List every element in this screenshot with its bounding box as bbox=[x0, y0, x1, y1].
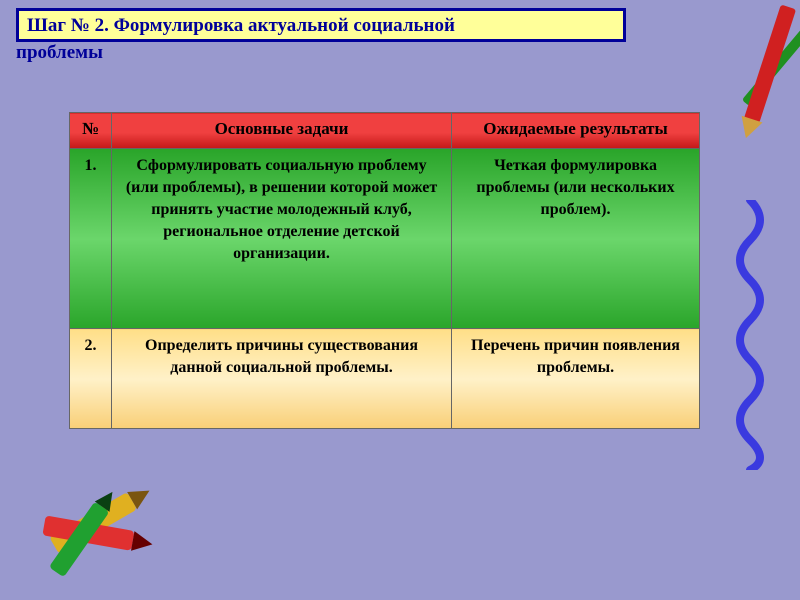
col-number: № bbox=[70, 113, 112, 149]
crayons-icon bbox=[30, 470, 170, 580]
cell-task: Сформулировать социальную проблему (или … bbox=[112, 149, 452, 329]
slide: Шаг № 2. Формулировка актуальной социаль… bbox=[0, 0, 800, 600]
cell-result: Четкая формулировка проблемы (или нескол… bbox=[452, 149, 700, 329]
red-pencil-icon bbox=[744, 4, 796, 123]
tasks-table: № Основные задачи Ожидаемые результаты 1… bbox=[69, 112, 700, 429]
table-row: 2. Определить причины существования данн… bbox=[70, 329, 700, 429]
squiggle-icon bbox=[730, 200, 770, 470]
title-line1: Шаг № 2. Формулировка актуальной социаль… bbox=[27, 15, 455, 36]
table-row: 1. Сформулировать социальную проблему (и… bbox=[70, 149, 700, 329]
col-tasks: Основные задачи bbox=[112, 113, 452, 149]
title-line2: проблемы bbox=[16, 42, 103, 64]
cell-result: Перечень причин появления проблемы. bbox=[452, 329, 700, 429]
cell-num: 1. bbox=[70, 149, 112, 329]
cell-num: 2. bbox=[70, 329, 112, 429]
table-header-row: № Основные задачи Ожидаемые результаты bbox=[70, 113, 700, 149]
col-results: Ожидаемые результаты bbox=[452, 113, 700, 149]
cell-task: Определить причины существования данной … bbox=[112, 329, 452, 429]
title-box: Шаг № 2. Формулировка актуальной социаль… bbox=[16, 8, 626, 42]
